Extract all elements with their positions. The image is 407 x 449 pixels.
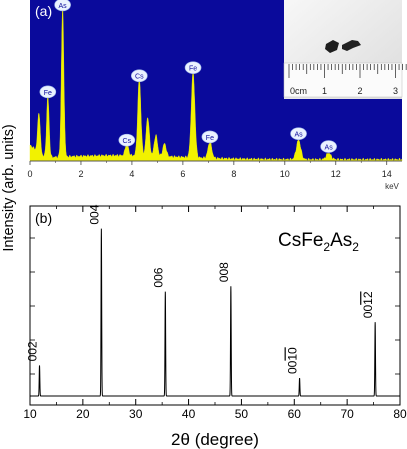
eds-peak-markers: Fe As Cs Cs Fe Fe As As [39,0,337,153]
ruler [283,62,403,98]
eds-marker-cs-3: Cs [118,133,136,147]
eds-marker-cs-4: Cs [131,69,148,83]
ruler-labels: 0 1 2 3 [290,86,398,96]
panel-a-x-tick-label: 2 [78,169,83,179]
panel-b-x-tick-label: 40 [182,407,196,421]
panel-a-x-tick-label: 6 [180,169,185,179]
panel-b-ticks [29,206,401,405]
eds-marker-as-11: As [320,140,337,153]
eds-marker-label: Fe [44,90,52,97]
y-axis-label: Intensity (arb. units) [1,124,17,251]
eds-marker-label: As [325,145,334,152]
eds-marker-label: Cs [123,138,132,145]
panel-b-x-tick-label: 60 [288,407,302,421]
eds-marker-fe-8: Fe [184,61,202,74]
eds-marker-fe-9: Fe [201,130,219,144]
panel-b-x-tick-label: 20 [76,407,90,421]
crystal-piece-1 [325,40,339,53]
panel-b-x-tick-label: 70 [340,407,354,421]
ruler-ticks [288,64,407,78]
crystal-piece-2 [342,40,361,51]
panel-a-label: (a) [35,3,52,19]
sample-photo-inset: cm 0 1 2 3 [283,0,407,99]
ruler-label: 1 [322,86,327,96]
peak-label-002: 002 [26,341,40,361]
eds-marker-as-2: As [54,0,71,12]
peak-label-004: 004 [87,204,101,224]
panel-a-x-ticks: 0 2 4 6 8 10 12 14 [27,161,392,179]
eds-marker-label: Cs [135,74,144,81]
panel-a-x-unit: keV [385,182,399,191]
panel-b: 002 004 006 008 0010 0012 10 20 30 40 50 60 70 80 (b… [23,204,407,449]
panel-b-x-tick-labels: 10 20 30 40 50 60 70 80 [23,407,407,421]
eds-spectrum-fill [29,7,403,162]
peak-label-0012: 0012 [361,291,375,318]
eds-marker-fe-1: Fe [39,85,57,99]
ruler-label: 2 [357,86,362,96]
ruler-label: 0 [290,86,295,96]
xrd-peak-labels: 002 004 006 008 0010 0012 [26,204,376,374]
eds-marker-label: As [59,3,68,10]
xrd-pattern-line [30,228,400,397]
panel-a-x-axis-band [30,161,402,191]
peak-label-008: 008 [217,262,231,282]
panel-a-x-tick-label: 4 [129,169,134,179]
peak-label-006: 006 [151,267,165,287]
panel-a-x-tick-label: 0 [27,169,32,179]
panel-b-x-tick-label: 80 [393,407,407,421]
panel-b-x-tick-label: 50 [235,407,249,421]
eds-marker-as-10: As [290,127,307,140]
eds-marker-label: Fe [189,66,197,73]
panel-b-title: CsFe2As2 [278,230,359,254]
x-axis-label: 2θ (degree) [171,430,259,449]
eds-marker-label: As [294,132,303,139]
panel-b-x-tick-label: 30 [129,407,143,421]
ruler-label: 3 [393,86,398,96]
panel-a-x-tick-label: 10 [280,169,290,179]
panel-a-x-tick-label: 14 [382,169,392,179]
ruler-unit: cm [295,86,307,96]
panel-a-x-tick-label: 12 [331,169,341,179]
peak-label-0010: 0010 [286,347,300,374]
panel-b-label: (b) [35,210,52,226]
panel-a-x-tick-label: 8 [231,169,236,179]
panel-b-x-tick-label: 10 [23,407,37,421]
eds-marker-label: Fe [206,135,214,142]
